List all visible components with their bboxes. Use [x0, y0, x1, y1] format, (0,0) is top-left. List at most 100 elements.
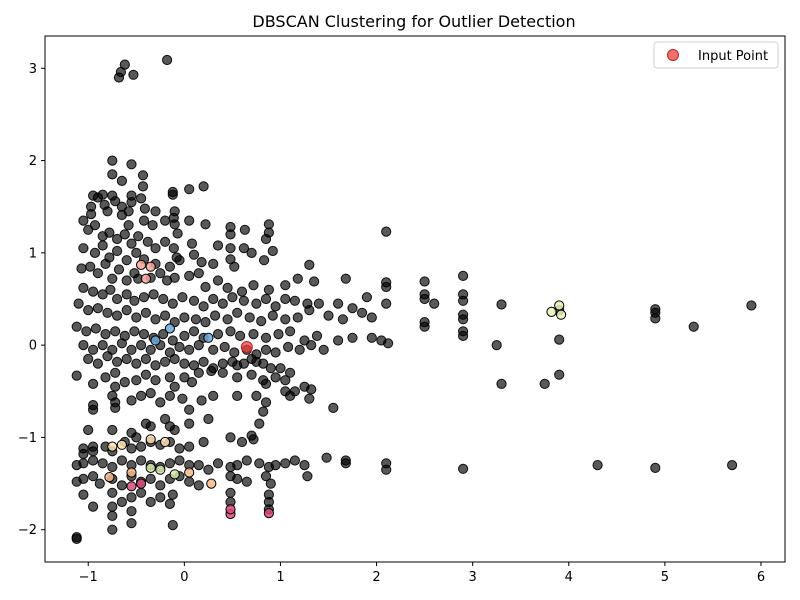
outlier-point	[196, 395, 207, 406]
outlier-point	[419, 321, 430, 332]
outlier-point	[116, 209, 128, 221]
outlier-point	[155, 397, 166, 408]
outlier-point	[78, 473, 89, 484]
outlier-point	[267, 310, 278, 321]
cluster-point	[184, 467, 195, 478]
outlier-point	[140, 307, 151, 318]
outlier-point	[97, 289, 108, 300]
outlier-point	[273, 329, 284, 340]
outlier-point	[285, 367, 296, 378]
cluster-point	[546, 306, 557, 317]
outlier-point	[110, 196, 121, 207]
outlier-point	[172, 228, 183, 239]
outlier-point	[147, 220, 158, 231]
outlier-point	[107, 510, 118, 522]
outlier-point	[83, 353, 94, 365]
outlier-point	[92, 358, 104, 369]
outlier-point	[188, 360, 200, 371]
outlier-point	[88, 446, 99, 457]
outlier-point	[270, 460, 281, 471]
outlier-point	[110, 326, 121, 337]
outlier-point	[285, 326, 296, 337]
outlier-point	[129, 295, 140, 306]
outlier-point	[321, 452, 332, 463]
outlier-point	[174, 455, 185, 466]
outlier-point	[200, 219, 211, 230]
legend: Input Point	[653, 41, 779, 69]
outlier-point	[238, 243, 249, 254]
outlier-point	[323, 310, 334, 321]
outlier-point	[200, 317, 211, 328]
outlier-point	[280, 314, 291, 325]
outlier-point	[100, 372, 111, 383]
cluster-point	[556, 309, 567, 320]
outlier-point	[158, 329, 169, 340]
outlier-point	[289, 455, 300, 466]
outlier-point	[241, 476, 252, 487]
outlier-point	[280, 375, 291, 386]
cluster-point	[150, 335, 161, 346]
outlier-point	[267, 245, 278, 257]
x-tick-label: 0	[180, 570, 188, 585]
outlier-point	[164, 498, 175, 509]
outlier-point	[121, 255, 132, 266]
outlier-point	[184, 215, 195, 226]
outlier-point	[289, 295, 300, 306]
outlier-point	[184, 418, 195, 429]
outlier-point	[131, 247, 142, 258]
cluster-point	[136, 478, 147, 489]
outlier-point	[121, 275, 132, 286]
outlier-point	[232, 473, 243, 484]
outlier-point	[116, 338, 128, 349]
outlier-point	[131, 358, 142, 369]
outlier-point	[126, 506, 137, 517]
outlier-point	[78, 448, 89, 460]
outlier-point	[496, 299, 507, 310]
outlier-point	[102, 351, 113, 362]
outlier-point	[333, 335, 344, 346]
outlier-point	[113, 72, 125, 83]
chart-title: DBSCAN Clustering for Outlier Detection	[252, 12, 575, 31]
outlier-point	[119, 377, 130, 388]
outlier-point	[78, 489, 89, 500]
outlier-point	[88, 501, 99, 512]
x-tick-label: −1	[79, 570, 98, 585]
outlier-point	[136, 487, 147, 498]
outlier-point	[235, 330, 246, 341]
x-tick-label: 1	[276, 570, 284, 585]
outlier-point	[184, 441, 195, 452]
outlier-point	[184, 270, 195, 281]
outlier-point	[198, 181, 209, 192]
outlier-point	[179, 330, 190, 341]
outlier-point	[333, 298, 344, 309]
outlier-point	[86, 209, 97, 220]
outlier-point	[248, 280, 259, 291]
outlier-point	[167, 189, 178, 200]
outlier-point	[381, 226, 392, 237]
outlier-point	[208, 344, 219, 355]
y-tick-label: 2	[29, 154, 37, 169]
cluster-point	[126, 481, 137, 492]
outlier-point	[128, 69, 139, 80]
outlier-point	[270, 372, 281, 383]
outlier-point	[169, 353, 180, 365]
outlier-point	[119, 229, 130, 240]
outlier-point	[554, 369, 565, 380]
outlier-point	[142, 236, 153, 247]
outlier-point	[190, 314, 201, 325]
outlier-point	[217, 367, 228, 378]
outlier-point	[136, 340, 147, 351]
outlier-point	[270, 347, 281, 358]
outlier-point	[458, 270, 469, 281]
outlier-point	[491, 340, 502, 351]
outlier-point	[259, 255, 270, 266]
outlier-point	[260, 471, 272, 482]
outlier-point	[554, 334, 565, 345]
outlier-point	[254, 458, 265, 469]
outlier-point	[126, 344, 137, 355]
outlier-point	[137, 170, 149, 181]
outlier-point	[88, 344, 99, 355]
outlier-point	[83, 305, 94, 316]
outlier-point	[145, 344, 156, 355]
outlier-point	[275, 363, 286, 374]
